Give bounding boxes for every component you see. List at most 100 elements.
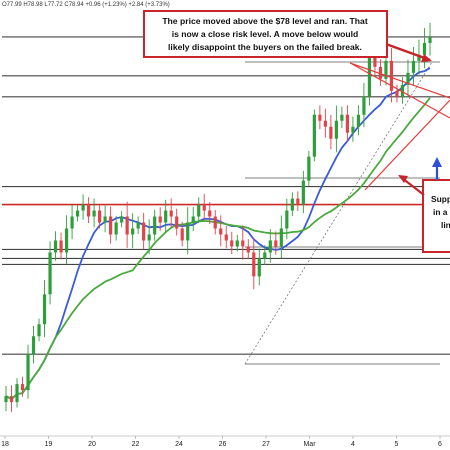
candle-down: [378, 66, 383, 79]
candle-up: [37, 324, 41, 337]
trend-line-mid: [351, 63, 450, 119]
x-tick-label: 19: [45, 441, 53, 448]
candle-down: [9, 396, 14, 403]
candles: [4, 22, 432, 412]
candle-down: [230, 240, 234, 247]
candle-up: [367, 54, 372, 97]
candle-up: [92, 210, 96, 217]
candle-up: [64, 228, 69, 253]
candle-up: [120, 216, 124, 223]
candle-up: [70, 216, 74, 229]
annotation-pointer: [385, 42, 431, 62]
candle-up: [406, 72, 410, 85]
x-axis: 18 19 20 22 24 26 27 Mar 4 5 6: [0, 435, 450, 448]
x-tick-label: 4: [351, 441, 355, 448]
candle-up: [103, 216, 107, 223]
candle-up: [81, 204, 85, 211]
candle-up: [26, 354, 30, 391]
x-tick-label: 5: [395, 441, 399, 448]
x-tick-label: 18: [1, 441, 9, 448]
candle-up: [384, 60, 388, 79]
candle-up: [136, 222, 140, 229]
candle-down: [125, 216, 129, 235]
candle-up: [428, 36, 432, 43]
candle-down: [175, 216, 179, 229]
candle-up: [186, 222, 190, 241]
candle-up: [42, 294, 47, 325]
candle-down: [20, 384, 25, 391]
candle-down: [318, 114, 322, 121]
candle-down: [224, 234, 228, 241]
candle-down: [109, 216, 113, 235]
horizontal-levels: [2, 36, 450, 355]
candle-up: [268, 240, 272, 253]
candle-up: [4, 396, 8, 403]
candle-up: [307, 156, 311, 181]
candle-down: [252, 252, 256, 277]
candle-up: [290, 198, 294, 211]
annotation-line: likely disappoint the buyers on the fail…: [168, 42, 362, 52]
annotation-line: is now a close risk level. A move below …: [172, 29, 359, 39]
x-tick-label: 24: [175, 441, 183, 448]
candle-up: [411, 60, 416, 73]
candle-down: [373, 54, 377, 67]
retracement-lines: [244, 61, 440, 365]
candle-up: [340, 114, 344, 121]
candle-down: [158, 216, 162, 223]
candle-up: [191, 216, 195, 223]
candle-down: [202, 204, 206, 211]
candle-down: [246, 246, 250, 253]
candle-down: [98, 210, 102, 223]
x-tick-label: 22: [132, 441, 140, 448]
annotation-arrowhead: [421, 54, 432, 62]
candle-up: [351, 126, 355, 133]
x-tick-label: 27: [262, 441, 270, 448]
candle-up: [400, 84, 405, 97]
candle-down: [59, 240, 63, 253]
candle-up: [301, 180, 305, 205]
annotation-frame: [422, 179, 450, 253]
x-tick-label: 6: [438, 441, 442, 448]
support-arrowhead-red: [398, 175, 408, 183]
candle-down: [323, 120, 327, 127]
candle-up: [31, 336, 36, 355]
candle-up: [334, 120, 338, 139]
candle-down: [345, 114, 350, 133]
candle-down: [169, 210, 173, 217]
candle-down: [329, 126, 333, 139]
annotation-line: The price moved above the $78 level and …: [162, 16, 368, 26]
candle-up: [362, 96, 366, 115]
annotation-frame: [143, 10, 388, 58]
candle-up: [147, 234, 151, 241]
annotation-box-support: Supp in a lin: [422, 179, 450, 253]
candle-down: [213, 216, 217, 229]
candle-up: [15, 384, 19, 403]
x-tick-label: Mar: [303, 441, 316, 448]
candle-down: [219, 228, 223, 235]
support-arrow-red: [401, 177, 425, 196]
candle-up: [356, 114, 361, 127]
candle-up: [53, 240, 58, 253]
trend-line-upper: [349, 62, 450, 99]
annotation-line: lin: [441, 220, 450, 230]
candle-up: [164, 210, 168, 223]
candle-up: [197, 204, 201, 217]
candle-down: [395, 90, 399, 97]
candle-up: [285, 210, 289, 229]
candle-down: [241, 240, 245, 247]
candle-down: [86, 204, 91, 217]
candle-down: [389, 60, 394, 91]
candle-up: [153, 216, 157, 235]
annotation-line: Supp: [431, 194, 450, 204]
candle-down: [274, 240, 278, 247]
candle-up: [422, 42, 427, 55]
candle-up: [312, 114, 316, 157]
annotation-line: in a: [433, 207, 448, 217]
candle-up: [48, 252, 52, 295]
ohlc-readout: O77.99 H78.98 L77.72 C78.94 +0.96 (+1.23…: [2, 2, 170, 8]
candle-up: [263, 252, 267, 259]
candle-down: [142, 222, 146, 241]
